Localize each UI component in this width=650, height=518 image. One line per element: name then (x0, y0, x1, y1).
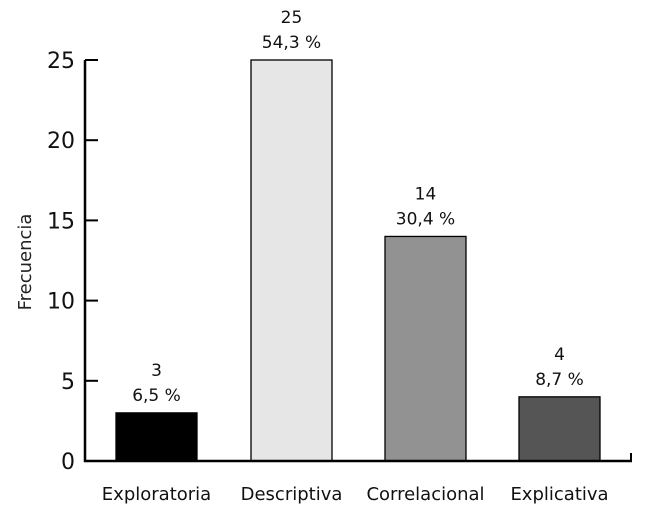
y-tick-label: 20 (47, 129, 75, 154)
bar-count-label: 3 (151, 361, 162, 381)
x-category-label: Explicativa (510, 484, 608, 505)
bar-count-label: 14 (415, 184, 437, 204)
y-tick-label: 5 (61, 370, 75, 395)
bar-correlacional (384, 235, 467, 462)
bar-exploratoria (115, 412, 198, 462)
bar-percent-label: 54,3 % (262, 33, 321, 53)
x-category-label: Exploratoria (102, 484, 211, 505)
bar-explicativa (518, 396, 601, 462)
y-axis-ticks: 0 5 10 15 20 25 (47, 49, 98, 475)
x-axis-labels: Exploratoria Descriptiva Correlacional Expl… (102, 484, 609, 505)
x-category-label: Descriptiva (241, 484, 343, 505)
bar-count-label: 25 (281, 8, 303, 28)
x-category-label: Correlacional (366, 484, 484, 505)
bar-count-label: 4 (554, 345, 565, 365)
y-tick-label: 15 (47, 209, 75, 234)
bars: 3 6,5 % 25 54,3 % 14 30,4 % 4 8,7 % (115, 8, 601, 462)
bar-percent-label: 6,5 % (132, 386, 181, 406)
bar-percent-label: 30,4 % (396, 209, 455, 229)
y-tick-label: 25 (47, 49, 75, 74)
bar-percent-label: 8,7 % (535, 370, 584, 390)
y-tick-label: 10 (47, 290, 75, 315)
y-axis-title: Frecuencia (15, 214, 36, 311)
bar-descriptiva (250, 59, 333, 462)
y-tick-label: 0 (61, 450, 75, 475)
